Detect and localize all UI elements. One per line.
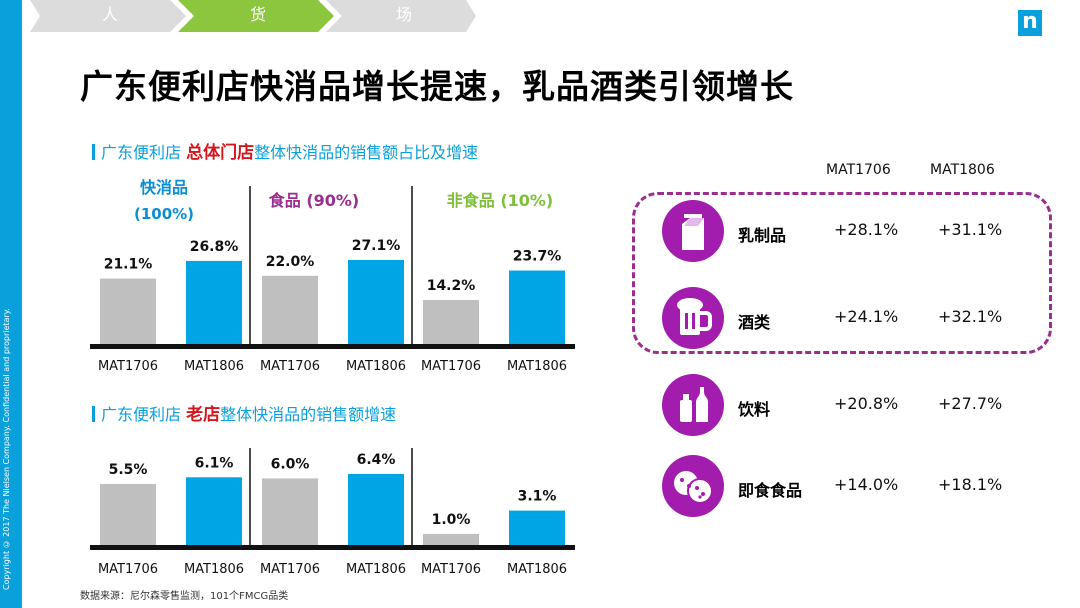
tab-people[interactable]: 人: [101, 5, 118, 24]
section-marker: [92, 144, 95, 160]
group-header-nonfood: 非食品 (10%): [447, 191, 554, 210]
tab-goods[interactable]: 货: [249, 5, 266, 24]
value-mat1806: +31.1%: [938, 220, 1003, 239]
chart2-data-label-3: 6.4%: [357, 452, 396, 468]
chart2-axis: [90, 545, 575, 550]
group-header-fmcg-share: (100%): [134, 205, 194, 223]
left-brand-stripe: Copyright © 2017 The Nielsen Company. Co…: [0, 0, 22, 608]
column-header-1: MAT1706: [826, 162, 891, 178]
chart1-bar-0: [100, 278, 156, 344]
section1-prefix: 广东便利店: [101, 143, 182, 162]
chart1-tick-label-2: MAT1706: [260, 359, 320, 374]
value-mat1706: +24.1%: [834, 307, 899, 326]
chart1-tick-label-1: MAT1806: [184, 359, 244, 374]
value-mat1706: +28.1%: [834, 220, 899, 239]
bottles-icon: [662, 374, 724, 436]
section-marker: [92, 406, 95, 422]
chart1-bar-5: [509, 270, 565, 344]
category-row-beverages: 饮料 +20.8% +27.7%: [662, 374, 1052, 440]
chart2-tick-label-3: MAT1806: [346, 562, 406, 577]
chart1-bar-1: [186, 260, 242, 344]
chevron-nav-shapes: [30, 0, 476, 32]
value-mat1706: +20.8%: [834, 394, 899, 413]
tab-place[interactable]: 场: [395, 5, 412, 24]
category-label: 即食食品: [738, 481, 803, 500]
chart2-data-label-2: 6.0%: [271, 456, 310, 472]
chart1-bar-4: [423, 299, 479, 344]
category-label: 酒类: [738, 313, 771, 332]
section2-title: 广东便利店 老店整体快消品的销售额增速: [92, 400, 396, 425]
chart2-bar-0: [100, 483, 156, 545]
chart1-data-label-1: 26.8%: [190, 239, 239, 255]
chart2-data-label-4: 1.0%: [432, 512, 471, 528]
chart2-bar-4: [423, 533, 479, 545]
group-header-fmcg: 快消品: [140, 178, 188, 197]
bar-charts: 快消品 (100%) 食品 (90%) 非食品 (10%) 21.1% MAT1706 26…: [90, 178, 575, 577]
chart1-data-label-0: 21.1%: [104, 257, 153, 273]
section1-suffix: 整体快消品的销售额占比及增速: [254, 143, 479, 162]
group-header-food: 食品 (90%): [268, 191, 360, 210]
section1-highlight: 总体门店: [186, 143, 255, 163]
highlight-dashed-box: [632, 192, 1052, 354]
chart2-bar-2: [262, 478, 318, 545]
chart2-tick-label-1: MAT1806: [184, 562, 244, 577]
chart2-data-label-0: 5.5%: [109, 462, 148, 478]
section2-highlight: 老店: [186, 405, 221, 425]
page-title: 广东便利店快消品增长提速，乳品酒类引领增长: [80, 67, 794, 106]
chart1-bar-3: [348, 259, 404, 344]
category-label: 饮料: [738, 400, 771, 419]
beer-mug-icon: [662, 287, 724, 349]
chart2-tick-label-4: MAT1706: [421, 562, 481, 577]
chart2-tick-label-0: MAT1706: [98, 562, 158, 577]
chart1-data-label-5: 23.7%: [513, 249, 562, 265]
chart1-tick-label-4: MAT1706: [421, 359, 481, 374]
nav-chevron-3: [326, 0, 476, 32]
nav-chevron-2: [178, 0, 334, 32]
value-mat1806: +32.1%: [938, 307, 1003, 326]
category-row-ready-food: 即食食品 +14.0% +18.1%: [662, 455, 1052, 521]
chart1-data-label-4: 14.2%: [427, 278, 476, 294]
chart1-axis: [90, 344, 575, 349]
chart1-data-label-3: 27.1%: [352, 238, 401, 254]
milk-carton-icon: [662, 200, 724, 262]
category-row-alcohol: 酒类 +24.1% +32.1%: [662, 287, 1052, 353]
chevron-nav: 人 货 场: [30, 0, 480, 32]
section1-title: 广东便利店 总体门店整体快消品的销售额占比及增速: [92, 138, 478, 163]
column-header-2: MAT1806: [930, 162, 995, 178]
value-mat1806: +18.1%: [938, 475, 1003, 494]
nav-chevron-1: [30, 0, 186, 32]
data-source-note: 数据来源：尼尔森零售监测，101个FMCG品类: [80, 591, 289, 602]
chart1-data-label-2: 22.0%: [266, 254, 315, 270]
chart1-tick-label-5: MAT1806: [507, 359, 567, 374]
chart2-data-label-5: 3.1%: [518, 489, 557, 505]
chart2-bar-1: [186, 477, 242, 545]
chart2-bar-5: [509, 510, 565, 545]
value-mat1806: +27.7%: [938, 394, 1003, 413]
section2-suffix: 整体快消品的销售额增速: [220, 405, 397, 424]
nielsen-logo: n: [1018, 10, 1042, 36]
value-mat1706: +14.0%: [834, 475, 899, 494]
category-label: 乳制品: [738, 226, 787, 245]
chart2-bar-3: [348, 473, 404, 545]
chart1-tick-label-3: MAT1806: [346, 359, 406, 374]
chart2-tick-label-5: MAT1806: [507, 562, 567, 577]
chart1-tick-label-0: MAT1706: [98, 359, 158, 374]
section2-prefix: 广东便利店: [101, 405, 182, 424]
chart2-data-label-1: 6.1%: [195, 455, 234, 471]
category-row-dairy: 乳制品 +28.1% +31.1%: [662, 200, 1052, 266]
chart1-bar-2: [262, 275, 318, 344]
chart2-tick-label-2: MAT1706: [260, 562, 320, 577]
cookies-icon: [662, 455, 724, 517]
